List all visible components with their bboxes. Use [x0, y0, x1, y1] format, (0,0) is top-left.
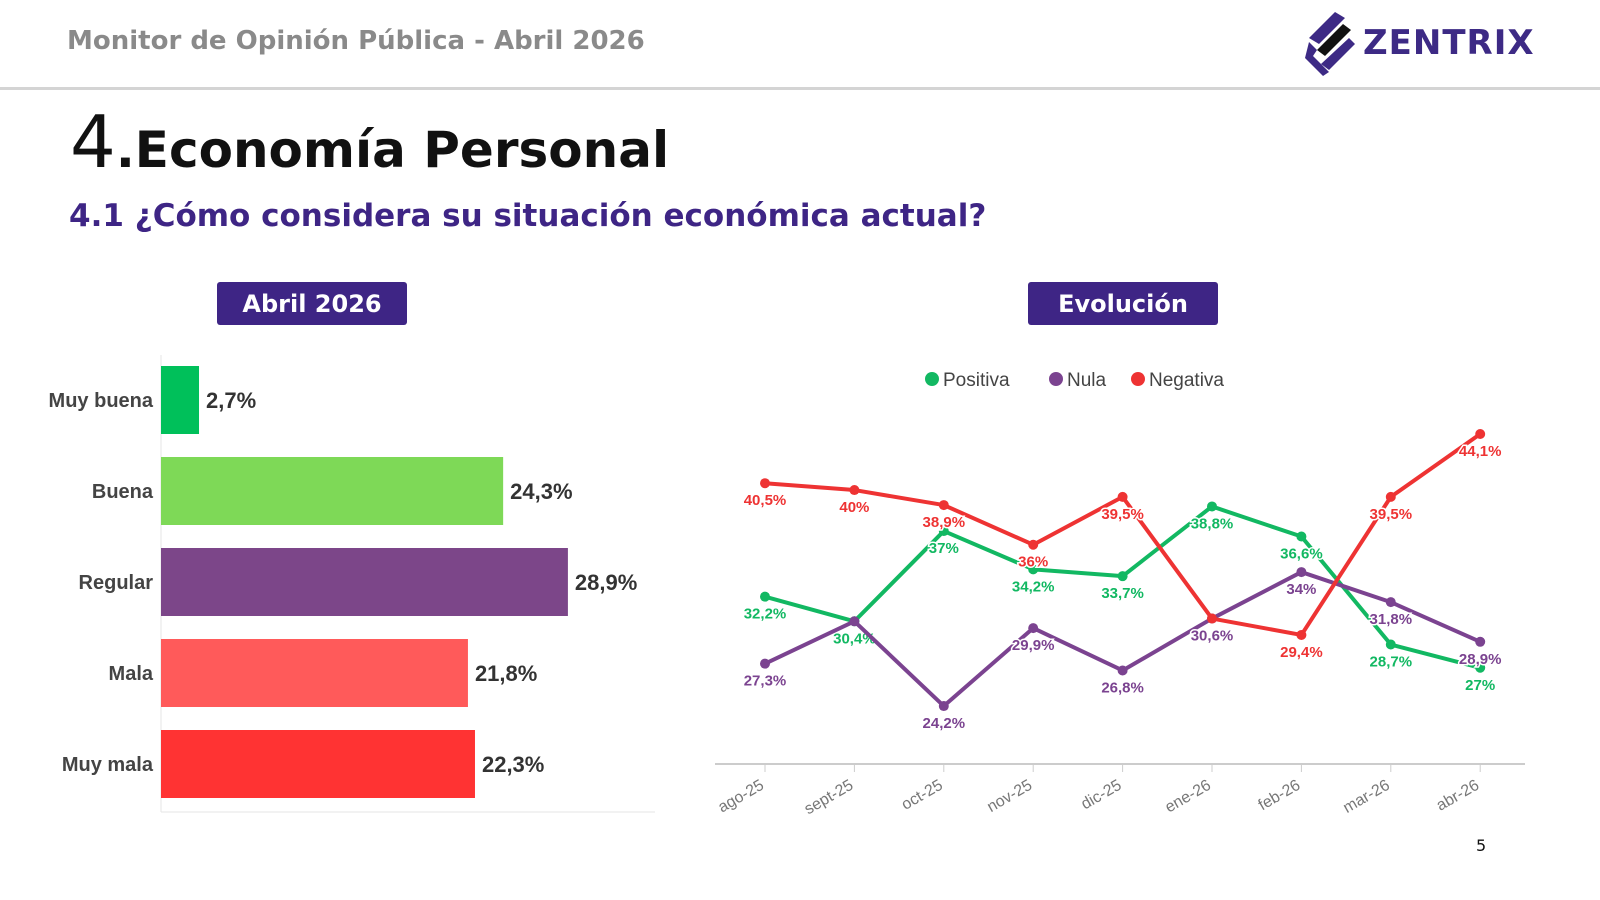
report-title: Monitor de Opinión Pública - Abril 2026: [67, 26, 645, 56]
legend-marker-positiva: [925, 372, 939, 386]
bar-value-label: 28,9%: [575, 570, 637, 595]
data-label: 36%: [1018, 554, 1048, 571]
bar-category-label: Muy buena: [49, 390, 154, 412]
data-point: [849, 616, 860, 627]
bar-category-label: Mala: [109, 663, 154, 685]
data-label: 44,1%: [1459, 443, 1502, 460]
data-label: 31,8%: [1370, 611, 1413, 628]
data-label: 34%: [1286, 581, 1316, 598]
data-point: [1028, 623, 1039, 634]
section-number: 4: [70, 100, 116, 184]
data-label: 40%: [839, 499, 869, 516]
data-label: 30,4%: [833, 630, 876, 647]
data-point: [1475, 429, 1486, 439]
data-point: [1385, 597, 1396, 608]
data-label: 39,5%: [1101, 506, 1144, 523]
x-tick-label: oct-25: [899, 777, 946, 814]
data-point: [1117, 491, 1128, 502]
data-point: [760, 478, 770, 489]
data-label: 37%: [929, 540, 959, 557]
data-point: [1296, 567, 1307, 578]
data-point: [938, 526, 949, 537]
bar-value-label: 21,8%: [475, 661, 537, 686]
x-tick-label: ago-25: [715, 777, 767, 817]
data-label: 36,6%: [1280, 546, 1323, 563]
legend-label-positiva: Positiva: [943, 370, 1010, 391]
data-point: [1028, 564, 1039, 575]
data-point: [1385, 491, 1396, 502]
data-point: [760, 591, 770, 602]
data-point: [1117, 571, 1128, 582]
question-title: 4.1 ¿Cómo considera su situación económi…: [69, 198, 987, 234]
bar-value-label: 24,3%: [510, 479, 572, 504]
data-label: 34,2%: [1012, 578, 1055, 595]
data-point: [1117, 665, 1128, 676]
bar-chart: Muy buena 2,7% Buena 24,3% Regular 28,9% Mala 2…: [49, 355, 655, 813]
data-label: 30,6%: [1191, 628, 1234, 645]
bar-1: [161, 457, 504, 525]
data-point: [1207, 501, 1217, 512]
legend-label-negativa: Negativa: [1149, 370, 1224, 391]
bar-category-label: Regular: [79, 572, 154, 594]
data-point: [1296, 531, 1307, 542]
legend-label-nula: Nula: [1067, 370, 1107, 391]
data-label: 40,5%: [744, 492, 787, 509]
logo-text: ZENTRIX: [1363, 23, 1535, 63]
data-label: 38,8%: [1191, 515, 1234, 532]
data-point: [760, 658, 770, 669]
page-number: 5: [1476, 836, 1487, 855]
legend-marker-nula: [1049, 372, 1063, 386]
section-title: 4.Economía Personal: [70, 100, 669, 184]
data-point: [1385, 639, 1396, 650]
bar-category-label: Buena: [92, 481, 154, 503]
x-tick-label: sept-25: [802, 777, 857, 818]
header-divider: [0, 87, 1600, 90]
data-point: [1475, 636, 1486, 647]
zentrix-logo: ZENTRIX: [1305, 10, 1535, 76]
data-point: [1296, 629, 1307, 640]
bar-value-label: 2,7%: [206, 388, 256, 413]
data-label: 29,9%: [1012, 637, 1055, 654]
data-label: 27%: [1465, 677, 1495, 694]
data-label: 32,2%: [744, 606, 787, 623]
data-label: 27,3%: [744, 673, 787, 690]
data-label: 33,7%: [1101, 585, 1144, 602]
x-tick-label: abr-26: [1434, 777, 1483, 815]
data-point: [849, 485, 860, 496]
bar-value-label: 22,3%: [482, 752, 544, 777]
line-chart: Positiva Nula Negativa ago-25 sept-25 oct-25 n…: [715, 370, 1525, 818]
badge-evolucion: Evolución: [1028, 282, 1218, 325]
data-point: [1475, 662, 1486, 673]
x-tick-label: ene-26: [1162, 777, 1214, 817]
x-tick-label: nov-25: [984, 777, 1035, 816]
bar-category-label: Muy mala: [62, 754, 154, 776]
x-tick-label: feb-26: [1256, 777, 1304, 814]
data-label: 29,4%: [1280, 644, 1323, 661]
data-label: 38,9%: [923, 514, 966, 531]
logo-mark-icon: [1305, 12, 1355, 76]
bar-3: [161, 639, 468, 707]
data-label: 26,8%: [1101, 679, 1144, 696]
x-tick-label: mar-26: [1340, 777, 1392, 817]
legend-marker-negativa: [1131, 372, 1145, 386]
data-label: 24,2%: [923, 715, 966, 732]
data-point: [1207, 613, 1217, 624]
bar-2: [161, 548, 568, 616]
data-label: 28,9%: [1459, 651, 1502, 668]
section-title-text: .Economía Personal: [115, 121, 670, 179]
x-tick-label: dic-25: [1078, 777, 1124, 814]
data-label: 28,7%: [1370, 654, 1413, 671]
data-point: [938, 701, 949, 712]
bar-4: [161, 730, 475, 798]
badge-abril-2026: Abril 2026: [217, 282, 407, 325]
data-point: [938, 500, 949, 511]
data-point: [1028, 539, 1039, 550]
bar-0: [161, 366, 200, 434]
data-label: 39,5%: [1370, 506, 1413, 523]
